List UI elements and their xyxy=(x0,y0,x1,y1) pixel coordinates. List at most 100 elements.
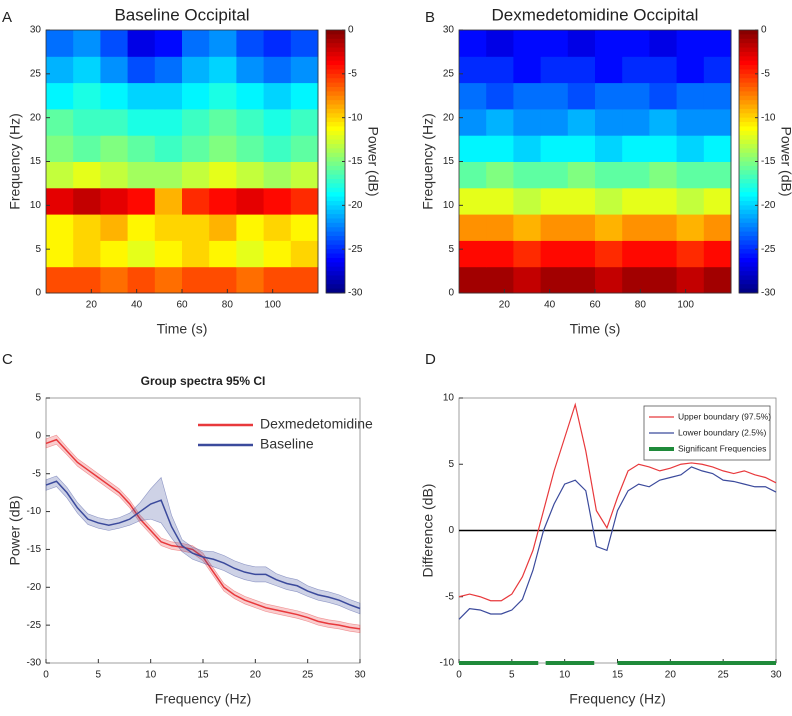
colorbar-step xyxy=(739,249,758,255)
heat-cell xyxy=(649,56,678,84)
heat-cell xyxy=(290,56,319,84)
colorbar-step xyxy=(739,240,758,246)
heat-cell xyxy=(567,82,596,110)
x-tick-label: 5 xyxy=(509,670,515,681)
colorbar-step xyxy=(739,148,758,154)
colorbar-tick-label: 0 xyxy=(348,25,354,36)
heat-cell xyxy=(676,135,705,162)
heat-cell xyxy=(154,266,183,294)
panel-label: B xyxy=(425,9,435,26)
y-tick-label: 20 xyxy=(30,112,42,123)
colorbar-step xyxy=(326,187,345,193)
colorbar-step xyxy=(739,161,758,167)
heat-cell xyxy=(486,82,514,110)
heat-cell xyxy=(567,30,596,57)
heat-cell xyxy=(154,82,183,110)
colorbar-step xyxy=(326,266,345,272)
heat-cell xyxy=(595,30,623,57)
heat-cell xyxy=(46,56,74,84)
heat-cell xyxy=(676,82,705,110)
colorbar-step xyxy=(326,152,345,158)
x-tick-label: 100 xyxy=(264,300,281,311)
x-axis-label: Time (s) xyxy=(570,321,621,337)
y-tick-label: 0 xyxy=(448,525,454,536)
colorbar-step xyxy=(739,170,758,176)
heat-cell xyxy=(182,56,210,84)
x-axis-label: Time (s) xyxy=(157,321,208,337)
heat-cell xyxy=(703,187,732,215)
colorbar-step xyxy=(326,135,345,141)
heat-cell xyxy=(290,135,319,162)
heat-cell xyxy=(100,161,129,189)
x-axis-label: Frequency (Hz) xyxy=(569,691,665,707)
x-tick-label: 30 xyxy=(354,670,366,681)
colorbar-step xyxy=(739,78,758,84)
x-tick-label: 10 xyxy=(145,670,157,681)
heat-cell xyxy=(486,56,514,84)
y-tick-label: -10 xyxy=(440,658,455,669)
heat-cell xyxy=(703,135,732,162)
heat-cell xyxy=(649,240,678,268)
colorbar-step xyxy=(739,122,758,127)
colorbar-step xyxy=(739,152,758,158)
heat-cell xyxy=(622,240,650,268)
heat-cell xyxy=(649,82,678,110)
heat-cell xyxy=(513,266,542,294)
heat-cell xyxy=(182,187,210,215)
colorbar-step xyxy=(326,218,345,224)
heat-cell xyxy=(513,161,542,189)
x-tick-label: 5 xyxy=(96,670,102,681)
heat-cell xyxy=(236,30,265,57)
colorbar-step xyxy=(739,205,758,211)
x-tick-label: 0 xyxy=(43,670,49,681)
colorbar-step xyxy=(326,86,345,92)
heat-cell xyxy=(540,161,569,189)
heat-cell xyxy=(182,82,210,110)
heat-cell xyxy=(209,135,237,162)
colorbar-step xyxy=(739,38,758,44)
colorbar-step xyxy=(326,205,345,211)
x-tick-label: 100 xyxy=(677,300,694,311)
heat-cell xyxy=(459,135,487,162)
heat-cell xyxy=(486,30,514,57)
colorbar-step xyxy=(739,73,758,79)
heat-cell xyxy=(567,56,596,84)
heat-cell xyxy=(459,30,487,57)
colorbar-tick-label: -25 xyxy=(348,244,363,255)
heat-cell xyxy=(486,266,514,294)
heat-cell xyxy=(209,82,237,110)
colorbar-step xyxy=(326,174,345,180)
heat-cell xyxy=(73,30,101,57)
colorbar-step xyxy=(326,257,345,263)
colorbar-tick-label: -10 xyxy=(348,112,363,123)
heat-cell xyxy=(567,266,596,294)
heat-cell xyxy=(127,135,156,162)
colorbar-step xyxy=(326,126,345,132)
heat-cell xyxy=(703,56,732,84)
heat-cell xyxy=(486,161,514,189)
y-axis-label: Difference (dB) xyxy=(420,484,436,578)
y-tick-label: 10 xyxy=(443,200,455,211)
heat-cell xyxy=(513,240,542,268)
heat-cell xyxy=(540,135,569,162)
heat-cell xyxy=(182,161,210,189)
colorbar-step xyxy=(739,227,758,233)
heat-cell xyxy=(154,240,183,268)
colorbar-tick-label: -30 xyxy=(761,288,776,299)
heat-cell xyxy=(459,240,487,268)
heat-cell xyxy=(182,266,210,294)
y-tick-label: -30 xyxy=(27,658,42,669)
x-tick-label: 10 xyxy=(559,670,571,681)
x-tick-label: 60 xyxy=(589,300,601,311)
colorbar-step xyxy=(326,271,345,276)
heat-cell xyxy=(209,56,237,84)
heat-cell xyxy=(649,266,678,294)
heat-cell xyxy=(209,108,237,136)
heat-cell xyxy=(703,214,732,241)
heat-cell xyxy=(209,240,237,268)
heat-cell xyxy=(290,30,319,57)
x-tick-label: 0 xyxy=(456,670,462,681)
colorbar-step xyxy=(326,227,345,233)
heat-cell xyxy=(100,56,129,84)
heat-cell xyxy=(540,187,569,215)
